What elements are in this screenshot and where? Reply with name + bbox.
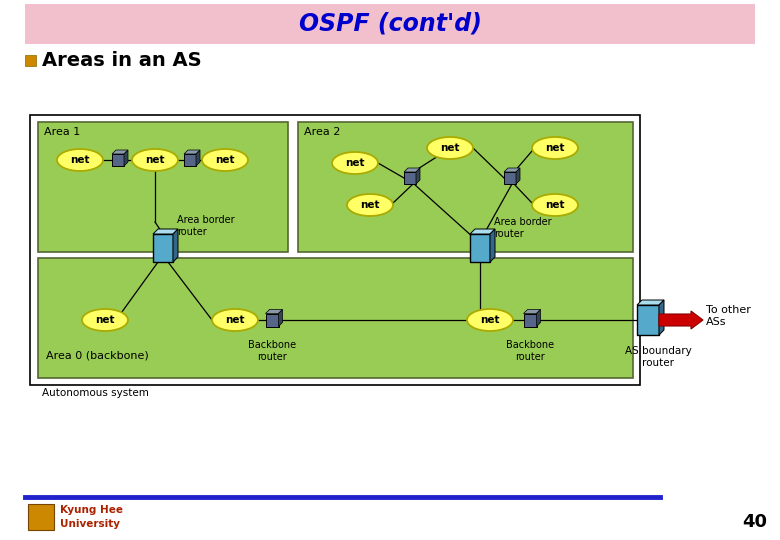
Text: 40: 40 [743,513,768,531]
Text: net: net [440,143,459,153]
Polygon shape [404,168,420,172]
Polygon shape [490,229,495,262]
Polygon shape [278,309,282,327]
Polygon shape [659,300,664,335]
Ellipse shape [332,152,378,174]
Polygon shape [265,309,282,314]
Bar [28,504,54,530]
Ellipse shape [427,137,473,159]
Text: net: net [145,155,165,165]
Bar [298,122,633,252]
Ellipse shape [532,137,578,159]
Polygon shape [196,150,200,166]
Text: net: net [545,143,565,153]
Text: net: net [215,155,235,165]
Polygon shape [124,150,128,166]
Ellipse shape [132,149,178,171]
Polygon shape [184,150,200,154]
Text: Area 1: Area 1 [44,127,80,137]
Bar [470,234,490,262]
Bar [112,154,124,166]
Text: net: net [346,158,365,168]
Polygon shape [173,229,178,262]
Text: net: net [95,315,115,325]
Text: Area border
router: Area border router [494,217,551,239]
Bar [38,122,288,252]
Bar [504,172,516,184]
Bar [153,234,173,262]
Bar [184,154,196,166]
Ellipse shape [57,149,103,171]
Bar [25,4,755,44]
Ellipse shape [467,309,513,331]
Text: Areas in an AS: Areas in an AS [42,51,201,71]
Bar [637,305,659,335]
Text: Kyung Hee
University: Kyung Hee University [60,505,123,529]
Text: net: net [360,200,380,210]
Text: To other
ASs: To other ASs [706,305,751,327]
Ellipse shape [82,309,128,331]
Polygon shape [516,168,520,184]
Text: net: net [70,155,90,165]
FancyArrow shape [659,311,703,329]
Text: OSPF (cont'd): OSPF (cont'd) [299,12,481,36]
Polygon shape [470,229,495,234]
Bar [265,314,278,327]
Ellipse shape [532,194,578,216]
Text: Area 2: Area 2 [304,127,340,137]
Bar [30,115,640,385]
Ellipse shape [202,149,248,171]
Text: Autonomous system: Autonomous system [42,388,149,398]
Text: net: net [225,315,245,325]
Polygon shape [112,150,128,154]
Bar [25,55,36,66]
Bar [404,172,416,184]
Ellipse shape [347,194,393,216]
Text: net: net [480,315,500,325]
Polygon shape [504,168,520,172]
Text: Backbone
router: Backbone router [506,340,554,362]
Bar [523,314,537,327]
Text: AS boundary
router: AS boundary router [625,346,691,368]
Polygon shape [637,300,664,305]
Bar [38,258,633,378]
Text: Area border
router: Area border router [177,215,235,237]
Text: Area 0 (backbone): Area 0 (backbone) [46,351,149,361]
Polygon shape [153,229,178,234]
Ellipse shape [212,309,258,331]
Polygon shape [523,309,541,314]
Polygon shape [416,168,420,184]
Text: Backbone
router: Backbone router [248,340,296,362]
Polygon shape [537,309,541,327]
Text: net: net [545,200,565,210]
